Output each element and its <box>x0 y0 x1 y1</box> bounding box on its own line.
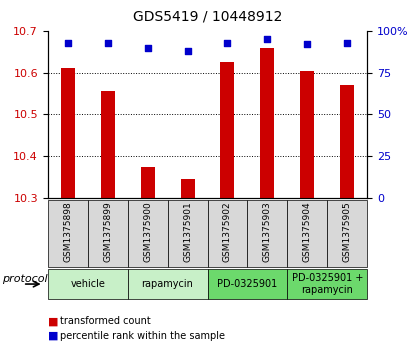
Point <box>224 40 231 45</box>
Text: ■: ■ <box>48 331 58 341</box>
Point <box>104 40 111 45</box>
Point <box>264 36 271 42</box>
Text: GSM1375903: GSM1375903 <box>263 201 272 262</box>
Bar <box>300 70 314 198</box>
Bar <box>340 85 354 198</box>
Text: rapamycin: rapamycin <box>142 279 193 289</box>
Bar <box>61 69 75 198</box>
Point <box>344 40 351 45</box>
Point <box>64 40 71 45</box>
Text: ■: ■ <box>48 316 58 326</box>
Text: GSM1375904: GSM1375904 <box>303 201 312 262</box>
Text: PD-0325901: PD-0325901 <box>217 279 278 289</box>
Text: GSM1375901: GSM1375901 <box>183 201 192 262</box>
Text: PD-0325901 +
rapamycin: PD-0325901 + rapamycin <box>292 273 363 295</box>
Text: GSM1375905: GSM1375905 <box>343 201 352 262</box>
Text: percentile rank within the sample: percentile rank within the sample <box>60 331 225 341</box>
Bar <box>261 48 274 198</box>
Text: GSM1375898: GSM1375898 <box>63 201 72 262</box>
Bar <box>101 91 115 198</box>
Text: GDS5419 / 10448912: GDS5419 / 10448912 <box>133 9 282 23</box>
Bar <box>141 167 154 198</box>
Text: GSM1375900: GSM1375900 <box>143 201 152 262</box>
Text: transformed count: transformed count <box>60 316 151 326</box>
Text: vehicle: vehicle <box>70 279 105 289</box>
Text: protocol: protocol <box>2 274 48 284</box>
Point <box>184 48 191 54</box>
Text: GSM1375902: GSM1375902 <box>223 201 232 262</box>
Bar <box>181 179 195 198</box>
Text: GSM1375899: GSM1375899 <box>103 201 112 262</box>
Bar <box>220 62 234 198</box>
Point <box>144 45 151 50</box>
Point <box>304 41 311 47</box>
